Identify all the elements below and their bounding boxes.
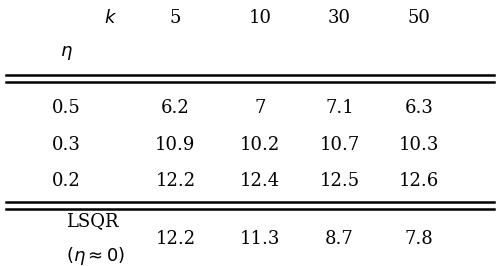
Text: 8.7: 8.7 [325,230,354,248]
Text: 6.2: 6.2 [161,99,190,117]
Text: 10: 10 [248,9,272,27]
Text: $k$: $k$ [104,9,118,27]
Text: 10.3: 10.3 [399,136,439,154]
Text: 12.6: 12.6 [399,172,439,190]
Text: 12.4: 12.4 [240,172,280,190]
Text: 10.7: 10.7 [320,136,360,154]
Text: 10.9: 10.9 [155,136,196,154]
Text: 0.5: 0.5 [52,99,80,117]
Text: 6.3: 6.3 [404,99,434,117]
Text: 5: 5 [170,9,181,27]
Text: 7.8: 7.8 [404,230,434,248]
Text: 12.5: 12.5 [320,172,360,190]
Text: 7: 7 [254,99,266,117]
Text: LSQR: LSQR [66,212,118,230]
Text: 30: 30 [328,9,351,27]
Text: 12.2: 12.2 [156,230,196,248]
Text: 11.3: 11.3 [240,230,280,248]
Text: 0.2: 0.2 [52,172,80,190]
Text: $(\eta \approx 0)$: $(\eta \approx 0)$ [66,245,126,266]
Text: 50: 50 [408,9,430,27]
Text: 0.3: 0.3 [52,136,80,154]
Text: 12.2: 12.2 [156,172,196,190]
Text: $\eta$: $\eta$ [60,44,72,62]
Text: 10.2: 10.2 [240,136,280,154]
Text: 7.1: 7.1 [325,99,354,117]
